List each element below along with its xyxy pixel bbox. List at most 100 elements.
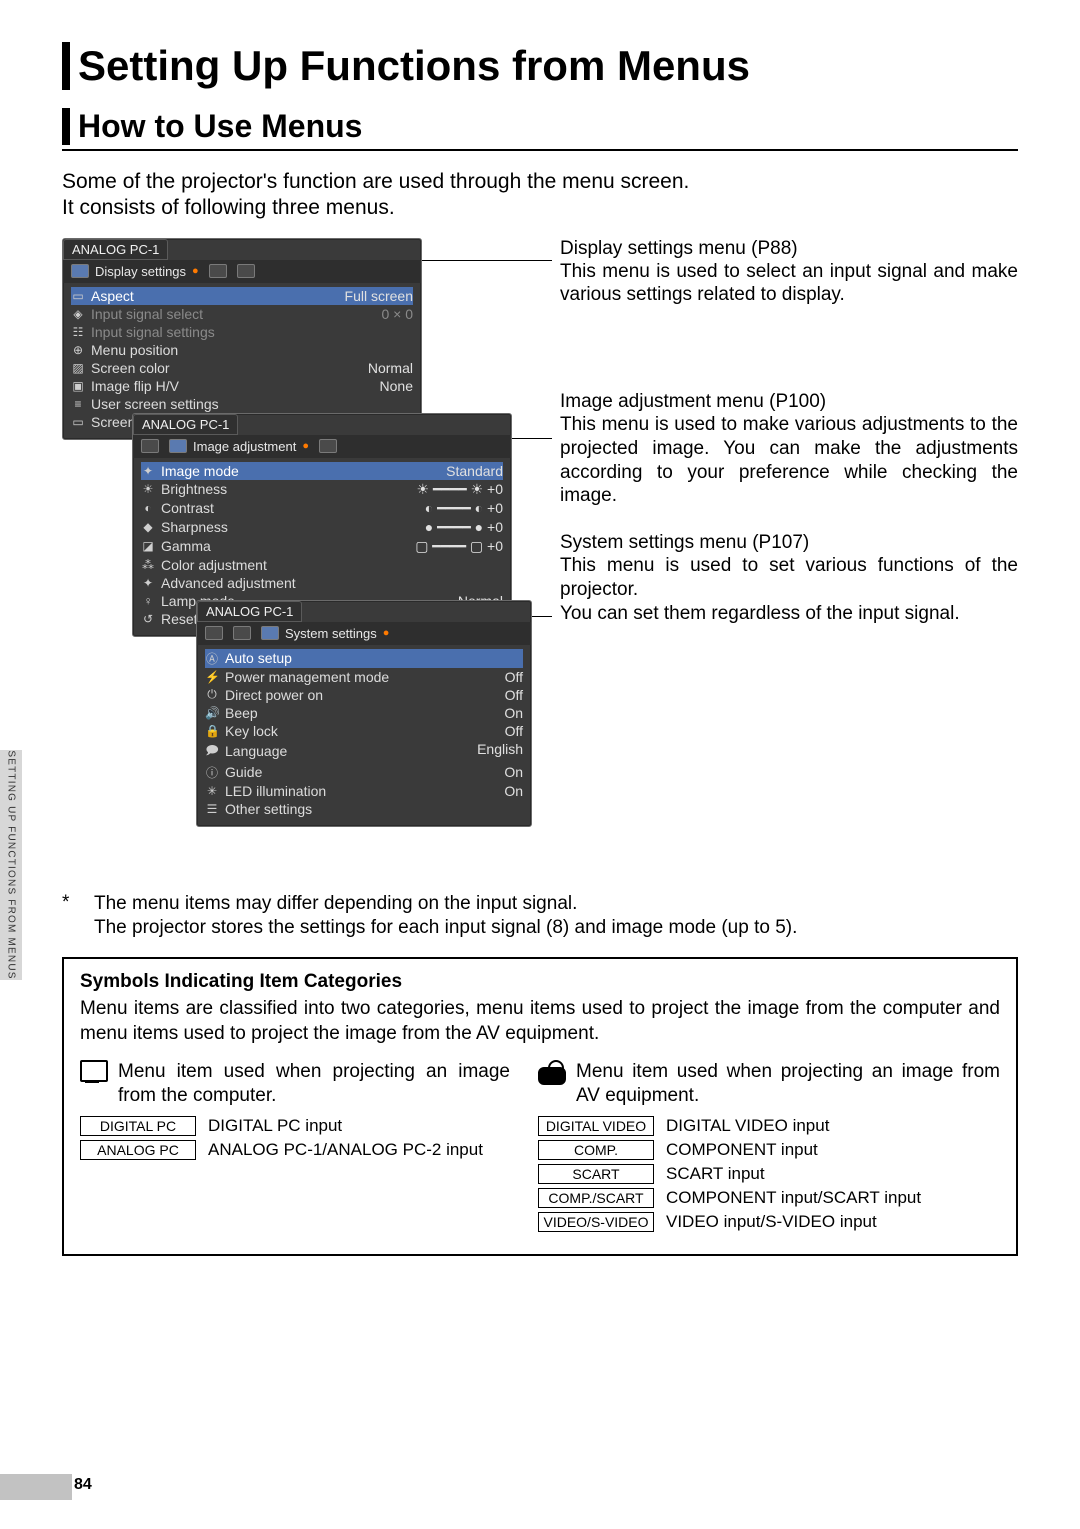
- symbol-row: SCARTSCART input: [538, 1164, 1000, 1184]
- intro-text: Some of the projector's function are use…: [62, 169, 1018, 222]
- symbol-tag: SCART: [538, 1164, 654, 1184]
- menu-item-icon: 🔒: [205, 724, 219, 738]
- system-settings-body-2: You can set them regardless of the input…: [560, 602, 1018, 626]
- menu-item: ⏻Direct power onOff: [205, 686, 523, 704]
- w2-tab3-icon: [319, 439, 337, 453]
- menu-item-label: Auto setup: [225, 650, 292, 666]
- symbol-row: DIGITAL VIDEODIGITAL VIDEO input: [538, 1116, 1000, 1136]
- menu-item-value: On: [504, 705, 523, 721]
- window2-header: ANALOG PC-1: [133, 414, 238, 435]
- system-settings-title: System settings menu (P107): [560, 532, 1018, 554]
- menu-item-icon: ☀: [141, 482, 155, 496]
- display-settings-title: Display settings menu (P88): [560, 238, 1018, 260]
- menu-item-value: On: [504, 764, 523, 781]
- menu-item-value: Off: [505, 669, 523, 685]
- menu-item-icon: ≡: [71, 397, 85, 411]
- symbol-desc: ANALOG PC-1/ANALOG PC-2 input: [208, 1140, 483, 1160]
- menu-item-value: ◐ ━━━━ ◐ +0: [425, 500, 503, 517]
- footer-tab: [0, 1474, 72, 1500]
- menu-item-value: Off: [505, 687, 523, 703]
- symbol-row: COMP./SCARTCOMPONENT input/SCART input: [538, 1188, 1000, 1208]
- sub-title-wrap: How to Use Menus: [62, 108, 1018, 145]
- computer-icon: [80, 1060, 108, 1084]
- menu-item: 🔊BeepOn: [205, 704, 523, 722]
- menu-item-value: ● ━━━━ ● +0: [425, 519, 503, 536]
- display-settings-body: This menu is used to select an input sig…: [560, 260, 1018, 308]
- symbols-title: Symbols Indicating Item Categories: [80, 971, 1000, 993]
- image-adjust-body: This menu is used to make various adjust…: [560, 413, 1018, 508]
- menu-item: ▣Image flip H/VNone: [71, 377, 413, 395]
- menu-item-icon: ▭: [71, 415, 85, 429]
- intro-line2: It consists of following three menus.: [62, 195, 1018, 221]
- menu-item-icon: ♀: [141, 594, 155, 608]
- menu-item-icon: ◆: [141, 520, 155, 534]
- active-dot-icon: ●: [383, 627, 390, 639]
- menu-item-value: Standard: [446, 463, 503, 479]
- system-tab-icon: [261, 626, 279, 640]
- symbols-left-header: Menu item used when projecting an image …: [118, 1060, 510, 1108]
- menu-item: 🔒Key lockOff: [205, 722, 523, 740]
- image-adjust-tab-label: Image adjustment: [193, 439, 296, 454]
- symbol-tag: VIDEO/S-VIDEO: [538, 1212, 654, 1232]
- menu-item-value: Normal: [368, 360, 413, 376]
- menu-item-label: Brightness: [161, 481, 227, 497]
- window3-header: ANALOG PC-1: [197, 601, 302, 622]
- menu-item-icon: ▭: [71, 289, 85, 303]
- symbol-row: VIDEO/S-VIDEO VIDEO input/S-VIDEO input: [538, 1212, 1000, 1232]
- menu-item: ⊕ Menu position: [71, 341, 413, 359]
- menu-item-icon: ◈: [71, 307, 85, 321]
- display-tab-label: Display settings: [95, 264, 186, 279]
- menu-item: ◪Gamma▢ ━━━━ ▢ +0: [141, 537, 503, 556]
- display-tab-icon: [71, 264, 89, 278]
- menu-item: ⓘ Guide On: [205, 763, 523, 782]
- menu-item-icon: ✦: [141, 464, 155, 478]
- symbol-tag: DIGITAL PC: [80, 1116, 196, 1136]
- heading-rule: [62, 149, 1018, 151]
- menu-item-label: Image mode: [161, 463, 239, 479]
- menu-item-icon: ✳: [205, 784, 219, 798]
- menu-item-label: Key lock: [225, 723, 278, 739]
- menu-item-label: Input signal settings: [91, 324, 215, 340]
- menu-screenshots: ANALOG PC-1 Display settings ● ▭AspectFu…: [62, 238, 532, 868]
- symbol-tag: ANALOG PC: [80, 1140, 196, 1160]
- leader-line-3: [532, 616, 552, 617]
- symbols-intro: Menu items are classified into two categ…: [80, 997, 1000, 1046]
- symbol-desc: DIGITAL PC input: [208, 1116, 342, 1136]
- menu-item-icon: ☷: [71, 325, 85, 339]
- side-chapter-tab: SETTING UP FUNCTIONS FROM MENUS: [0, 750, 22, 980]
- symbol-desc: VIDEO input/S-VIDEO input: [666, 1212, 877, 1232]
- menu-item: 🗩LanguageEnglish: [205, 740, 523, 763]
- system-settings-section: System settings menu (P107) This menu is…: [560, 532, 1018, 625]
- menu-item-label: Guide: [225, 764, 262, 780]
- image-adjust-tab-icon: [169, 439, 187, 453]
- menu-item-label: Color adjustment: [161, 557, 267, 573]
- menu-item: ☷ Input signal settings: [71, 323, 413, 341]
- menu-item-value: On: [504, 783, 523, 799]
- menu-item-label: Aspect: [91, 288, 134, 304]
- menu-item-icon: ⊕: [71, 343, 85, 357]
- asterisk-icon: *: [62, 892, 80, 941]
- menu-item-label: Direct power on: [225, 687, 323, 703]
- menu-item-label: Contrast: [161, 500, 214, 516]
- symbols-box: Symbols Indicating Item Categories Menu …: [62, 957, 1018, 1256]
- menu-item: ▨ Screen color Normal: [71, 359, 413, 377]
- menu-item-label: User screen settings: [91, 396, 219, 412]
- menu-item-icon: ▨: [71, 361, 85, 375]
- menu-item-label: Menu position: [91, 342, 178, 358]
- menu-item-label: Beep: [225, 705, 258, 721]
- menu-item-icon: ⓘ: [205, 764, 219, 781]
- symbol-row: DIGITAL PC DIGITAL PC input: [80, 1116, 510, 1136]
- tab2-icon: [209, 264, 227, 278]
- menu-item: ◆ Sharpness ● ━━━━ ● +0: [141, 518, 503, 537]
- page-title: Setting Up Functions from Menus: [78, 42, 1018, 90]
- menu-item-icon: ✦: [141, 576, 155, 590]
- menu-item-label: Sharpness: [161, 519, 228, 535]
- menu-item: ▭AspectFull screen: [71, 287, 413, 305]
- menu-item-label: Screen color: [91, 360, 170, 376]
- system-settings-window: ANALOG PC-1 System settings ● ⒶAuto setu…: [196, 600, 532, 827]
- intro-line1: Some of the projector's function are use…: [62, 169, 1018, 195]
- menu-item: ⚡Power management modeOff: [205, 668, 523, 686]
- menu-item-label: Input signal select: [91, 306, 203, 322]
- menu-item-value: 0 × 0: [381, 306, 413, 322]
- menu-item-icon: ☰: [205, 802, 219, 816]
